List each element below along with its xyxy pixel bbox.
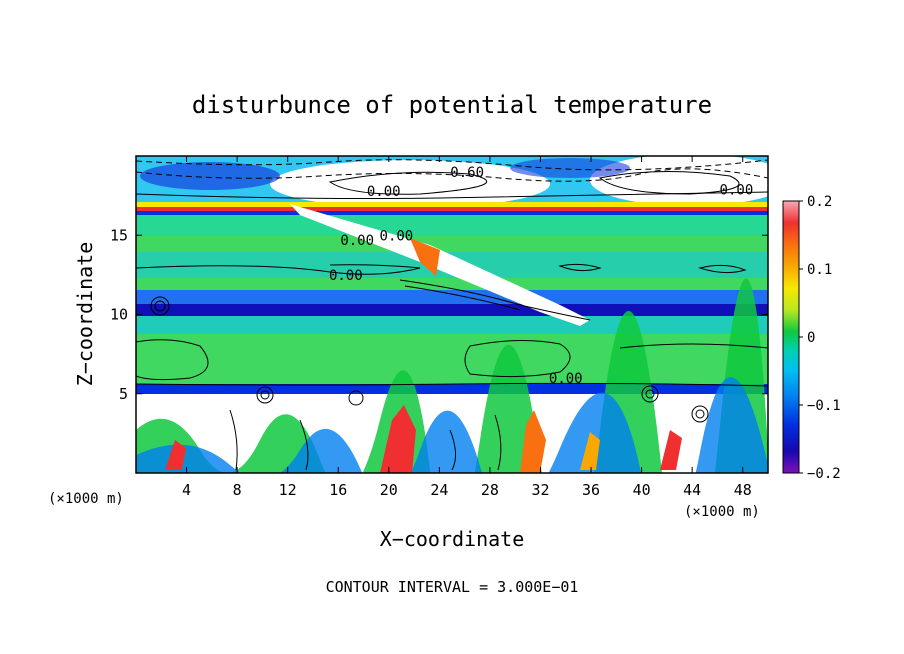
x-tick-label: 16 [329,481,347,499]
contour-label: 0.00 [340,233,374,249]
x-tick-label: 28 [481,481,499,499]
contour-label: 0.00 [329,268,363,284]
warm-streak [410,238,440,276]
lower-convective-field [136,377,768,473]
x-tick-label: 8 [233,481,242,499]
colorbar-tick-label: −0.1 [807,398,841,414]
upper-cold-blob [140,162,280,190]
cold-band [136,304,768,316]
gradient-band [136,202,768,207]
blue-band [136,290,768,306]
y-tick-label: 15 [110,226,128,244]
lower-cold-band [136,384,768,394]
warm-plume [660,430,682,470]
colorbar-gradient [782,200,800,474]
contour-label: 0.00 [367,184,401,200]
contour-labels: 0.60 0.00 0.00 0.00 0.00 0.00 0.00 [329,165,753,387]
x-tick-label: 20 [380,481,398,499]
chart-title: disturbunce of potential temperature [192,91,712,119]
y-tick-label: 5 [119,385,128,403]
x-tick-label: 40 [633,481,651,499]
contour-label: 0.60 [450,165,484,181]
x-tick-label: 48 [734,481,752,499]
x-axis: 4 8 12 16 20 24 28 32 36 40 44 48 [182,156,752,499]
colorbar-tick-label: −0.2 [807,466,841,482]
contour-label: 0.00 [549,371,583,387]
upper-cold-blob [510,158,630,178]
x-tick-label: 32 [531,481,549,499]
colorbar-tick-label: 0 [807,330,815,346]
upper-warm-blob [270,160,550,208]
upper-warm-blob [590,156,768,206]
contour-label: 0.00 [380,228,414,244]
y-axis: 5 10 15 [110,226,768,403]
contour-lines [136,159,768,471]
contour-label: 0.00 [720,182,754,198]
x-axis-label: X−coordinate [380,527,525,551]
x-tick-label: 24 [430,481,448,499]
x-tick-label: 36 [582,481,600,499]
warm-plume [580,432,600,470]
colorbar-tick-label: 0.1 [807,262,832,278]
x-tick-label: 12 [279,481,297,499]
warm-streak [290,204,590,326]
x-tick-label: 4 [182,481,191,499]
warm-plume [520,410,546,473]
colorbar-tick-label: 0.2 [807,194,832,210]
warm-plume [165,440,186,470]
colorbar: 0.2 0.1 0 −0.1 −0.2 [782,194,841,482]
gradient-band [136,207,768,211]
y-axis-label: Z−coordinate [73,242,97,387]
x-unit-label-right: (×1000 m) [684,504,760,520]
y-tick-label: 10 [110,306,128,324]
colorbar-ticks: 0.2 0.1 0 −0.1 −0.2 [799,194,841,482]
cyan-band [136,316,768,334]
plot-area [136,156,768,473]
x-tick-label: 44 [683,481,701,499]
gradient-band [136,211,768,215]
x-unit-label-left: (×1000 m) [48,491,124,507]
cyan-band [136,216,768,236]
warm-plume [380,405,416,473]
contour-interval-note: CONTOUR INTERVAL = 3.000E−01 [326,578,579,596]
